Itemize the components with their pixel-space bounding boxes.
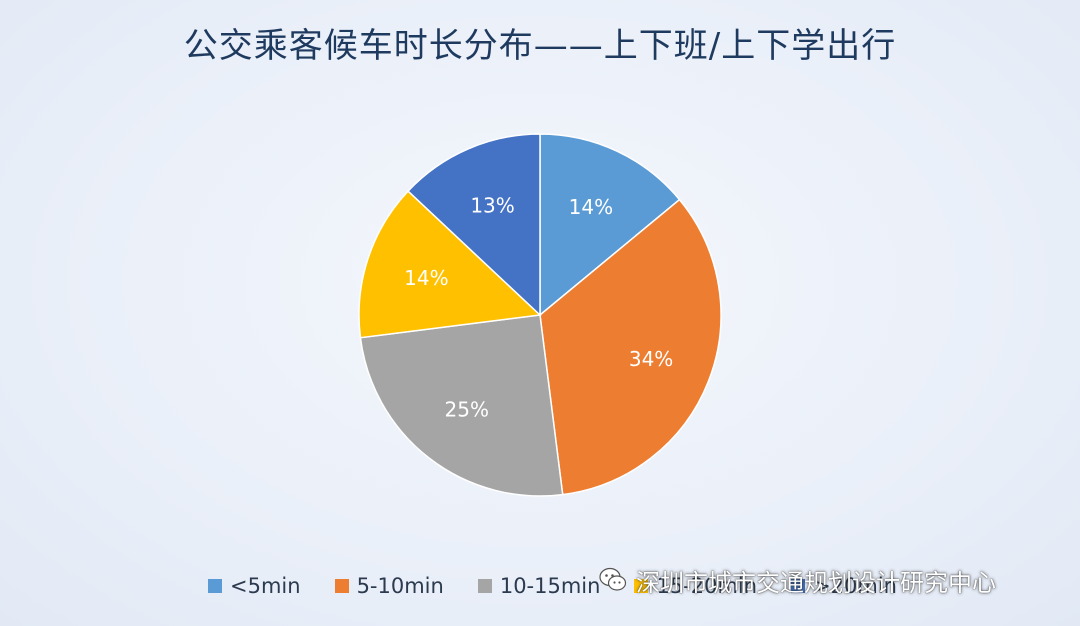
pie-slice-4 <box>406 133 541 317</box>
legend-swatch <box>634 579 649 593</box>
legend-swatch <box>208 579 222 593</box>
legend-item: 10-15min <box>477 574 601 598</box>
legend-label: <5min <box>230 574 301 598</box>
pie-label-2: 25% <box>445 397 489 421</box>
pie-label-1: 34% <box>629 347 673 371</box>
pie-label-0: 14% <box>569 195 613 219</box>
legend-swatch <box>477 579 492 593</box>
legend-item: 5-10min <box>334 574 444 598</box>
pie-labels: 14% 34% 25% 14% 13% <box>404 193 673 421</box>
chart-title: 公交乘客候车时长分布——上下班/上下学出行 <box>183 26 897 66</box>
pie-slices <box>358 133 722 497</box>
chart-legend: <5min 5-10min 10-15min 15-20min >20min <box>208 570 897 602</box>
legend-item: 15-20min <box>634 574 757 598</box>
pie-label-3: 14% <box>404 266 448 290</box>
legend-item: <5min <box>208 574 301 598</box>
pie-slice-2 <box>359 314 564 497</box>
pie-slice-3 <box>358 190 542 339</box>
wechat-icon <box>599 567 627 591</box>
legend-label: 5-10min <box>356 574 444 598</box>
legend-label: >20min <box>813 574 897 598</box>
pie-slice-1 <box>539 198 722 496</box>
legend-label: 10-15min <box>499 574 601 598</box>
legend-swatch <box>334 579 349 593</box>
watermark-text: 深圳市城市交通规划设计研究中心 <box>636 568 996 597</box>
legend-label: 15-20min <box>656 574 758 598</box>
pie-slice-0 <box>539 133 681 317</box>
watermark: 深圳市城市交通规划设计研究中心 <box>598 560 996 600</box>
legend-swatch <box>791 579 806 593</box>
legend-item: >20min <box>791 574 897 598</box>
pie-label-4: 13% <box>470 193 514 217</box>
